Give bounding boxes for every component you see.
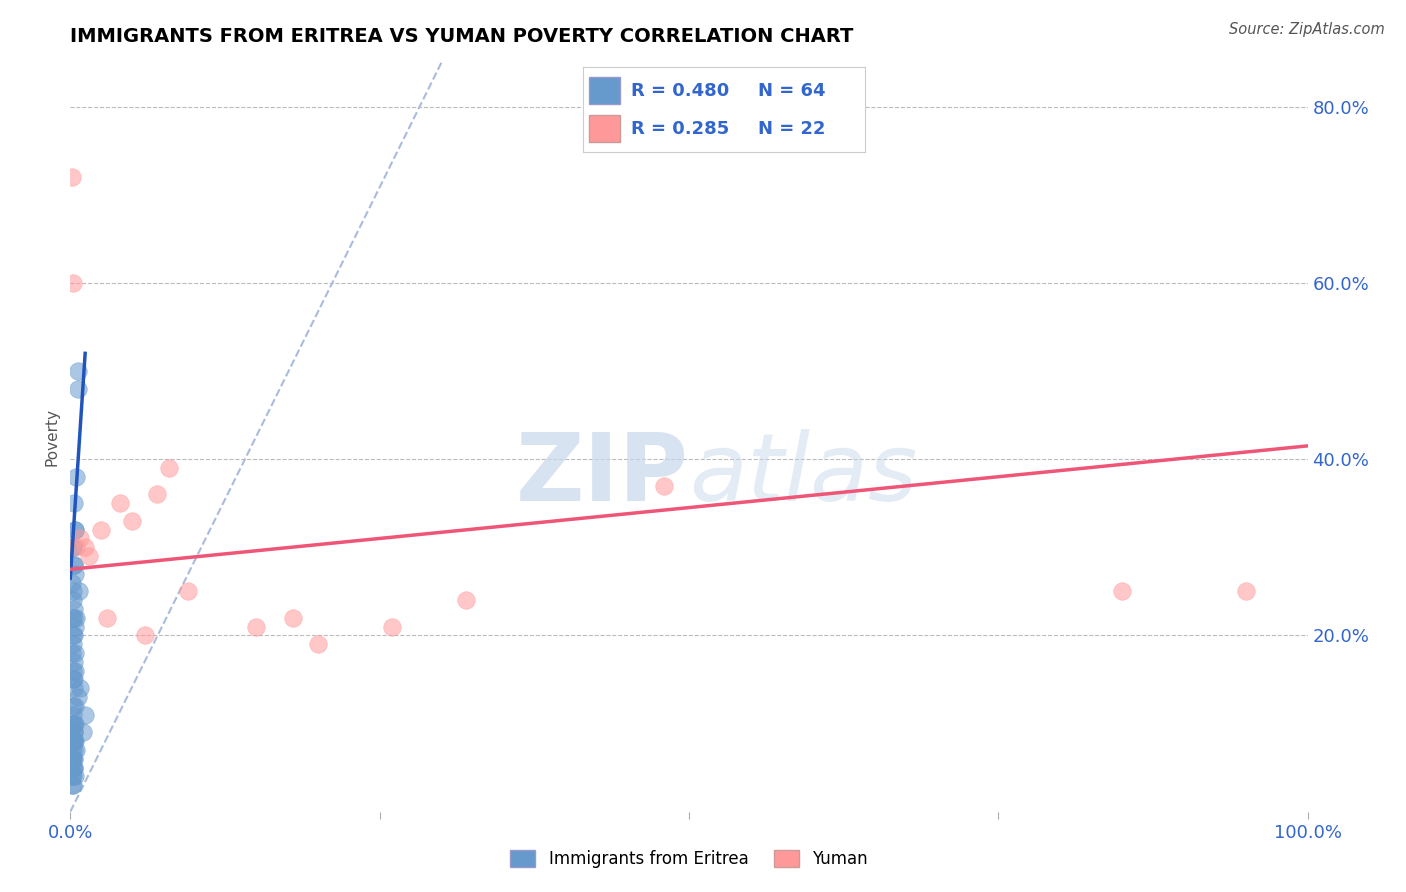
Point	[63, 558, 86, 572]
Text: IMMIGRANTS FROM ERITREA VS YUMAN POVERTY CORRELATION CHART: IMMIGRANTS FROM ERITREA VS YUMAN POVERTY…	[70, 27, 853, 45]
Point	[62, 593, 84, 607]
Point	[90, 523, 112, 537]
Point	[77, 549, 100, 563]
Point	[72, 725, 94, 739]
Point	[63, 496, 86, 510]
Point	[177, 584, 200, 599]
Point	[63, 761, 86, 775]
Point	[381, 619, 404, 633]
Point	[60, 743, 83, 757]
Point	[65, 743, 87, 757]
Point	[62, 541, 84, 555]
Point	[62, 716, 84, 731]
Point	[65, 664, 87, 678]
Point	[75, 541, 97, 555]
Point	[60, 778, 83, 792]
Text: atlas: atlas	[689, 429, 917, 520]
Point	[60, 769, 83, 783]
Point	[60, 752, 83, 766]
Point	[65, 734, 87, 748]
Point	[63, 725, 86, 739]
Point	[66, 382, 89, 396]
Text: N = 64: N = 64	[758, 82, 825, 100]
Point	[63, 681, 86, 696]
Point	[60, 169, 83, 184]
Point	[65, 698, 87, 713]
Point	[60, 646, 83, 660]
Point	[63, 558, 86, 572]
Point	[62, 752, 84, 766]
Point	[63, 655, 86, 669]
Point	[63, 725, 86, 739]
Point	[62, 584, 84, 599]
Point	[63, 628, 86, 642]
Point	[281, 611, 304, 625]
Point	[60, 611, 83, 625]
Text: Source: ZipAtlas.com: Source: ZipAtlas.com	[1229, 22, 1385, 37]
Point	[65, 469, 87, 483]
Text: R = 0.285: R = 0.285	[631, 120, 730, 137]
Point	[62, 734, 84, 748]
Point	[62, 698, 84, 713]
Point	[62, 778, 84, 792]
Point	[157, 461, 180, 475]
Text: R = 0.480: R = 0.480	[631, 82, 730, 100]
Point	[62, 761, 84, 775]
Point	[63, 611, 86, 625]
FancyBboxPatch shape	[589, 115, 620, 143]
Point	[65, 566, 87, 581]
Point	[146, 487, 169, 501]
Point	[456, 593, 478, 607]
Point	[63, 673, 86, 687]
Point	[63, 761, 86, 775]
Point	[65, 716, 87, 731]
Point	[65, 523, 87, 537]
Point	[62, 752, 84, 766]
Point	[63, 602, 86, 616]
Point	[60, 575, 83, 590]
Point	[67, 584, 90, 599]
Point	[134, 628, 156, 642]
Point	[63, 734, 86, 748]
Point	[62, 734, 84, 748]
Y-axis label: Poverty: Poverty	[44, 408, 59, 467]
Point	[62, 664, 84, 678]
Point	[60, 716, 83, 731]
Point	[652, 478, 675, 492]
Point	[62, 276, 84, 290]
Point	[62, 707, 84, 722]
Point	[65, 611, 87, 625]
FancyBboxPatch shape	[589, 77, 620, 104]
Point	[69, 532, 91, 546]
Legend: Immigrants from Eritrea, Yuman: Immigrants from Eritrea, Yuman	[503, 843, 875, 874]
Point	[65, 541, 87, 555]
Text: N = 22: N = 22	[758, 120, 825, 137]
Point	[1111, 584, 1133, 599]
Point	[69, 681, 91, 696]
Point	[63, 716, 86, 731]
Point	[66, 690, 89, 705]
Point	[75, 707, 97, 722]
Point	[62, 769, 84, 783]
Point	[63, 743, 86, 757]
Text: ZIP: ZIP	[516, 428, 689, 521]
Point	[62, 673, 84, 687]
Point	[108, 496, 131, 510]
Point	[65, 769, 87, 783]
Point	[121, 514, 143, 528]
Point	[63, 752, 86, 766]
Point	[96, 611, 118, 625]
Point	[62, 628, 84, 642]
Point	[65, 619, 87, 633]
Point	[307, 637, 329, 651]
Point	[62, 541, 84, 555]
Point	[62, 637, 84, 651]
Point	[65, 646, 87, 660]
Point	[65, 523, 87, 537]
Point	[66, 364, 89, 378]
Point	[245, 619, 267, 633]
Point	[1234, 584, 1257, 599]
Point	[63, 734, 86, 748]
